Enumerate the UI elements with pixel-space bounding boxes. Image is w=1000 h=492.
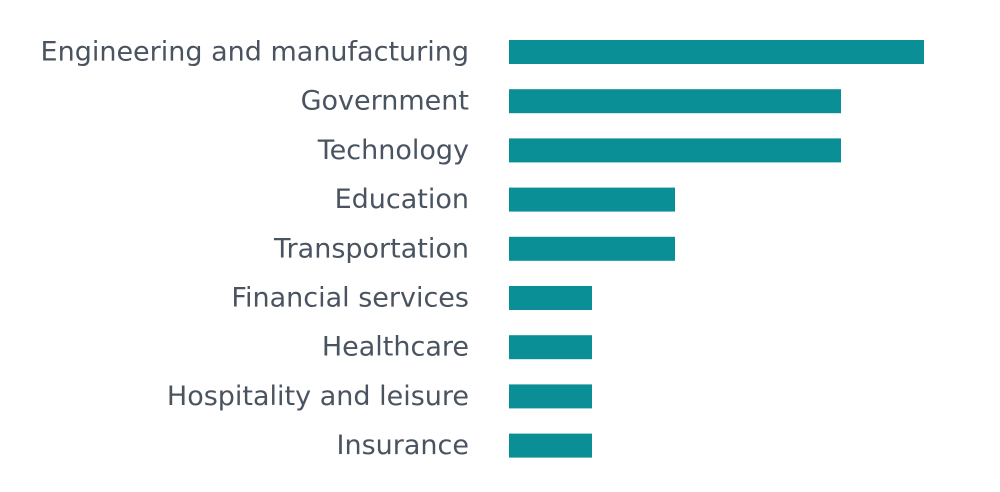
bar-government	[509, 89, 841, 114]
category-label-government: Government	[301, 86, 469, 117]
bars	[509, 40, 924, 458]
category-label-hospitality-and-leisure: Hospitality and leisure	[167, 381, 469, 412]
category-label-education: Education	[335, 184, 469, 215]
bar-technology	[509, 138, 841, 163]
bar-financial-services	[509, 286, 592, 310]
bar-transportation	[509, 236, 675, 261]
category-label-engineering-and-manufacturing: Engineering and manufacturing	[41, 37, 469, 68]
bar-hospitality-and-leisure	[509, 384, 592, 409]
bar-healthcare	[509, 335, 592, 360]
category-label-healthcare: Healthcare	[322, 332, 469, 363]
bar-engineering-and-manufacturing	[509, 40, 924, 64]
category-labels: Engineering and manufacturing Government T…	[41, 37, 469, 462]
category-label-transportation: Transportation	[273, 233, 469, 264]
category-label-financial-services: Financial services	[231, 283, 469, 314]
bar-insurance	[509, 433, 592, 458]
bar-education	[509, 187, 675, 212]
category-label-insurance: Insurance	[337, 430, 469, 461]
category-label-technology: Technology	[317, 135, 469, 166]
